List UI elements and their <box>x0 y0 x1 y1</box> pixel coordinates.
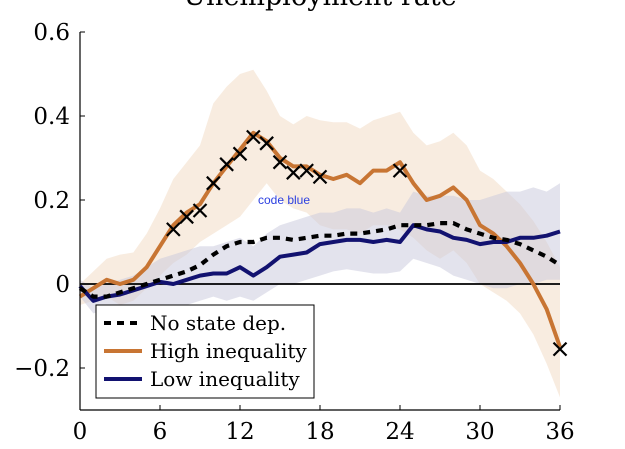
x-tick-label: 24 <box>385 419 414 445</box>
y-tick-label: −0.2 <box>14 356 70 382</box>
legend-label: Low inequality <box>150 367 300 391</box>
x-marker <box>246 129 261 145</box>
band-low-inequality <box>80 183 560 314</box>
band-high-inequality <box>80 69 560 398</box>
y-tick-label: 0.2 <box>33 188 70 214</box>
x-marker <box>232 146 248 162</box>
x-tick-label: 12 <box>225 419 254 445</box>
series-line-high-inequality <box>78 130 562 348</box>
x-marker <box>552 341 568 357</box>
legend-label: High inequality <box>150 339 307 363</box>
x-marker <box>179 209 194 225</box>
confidence-bands <box>80 69 560 398</box>
x-tick-label: 36 <box>545 419 574 445</box>
legend-item-high-inequality: High inequality <box>104 339 307 363</box>
x-tick-label: 6 <box>153 419 168 445</box>
x-marker <box>286 165 301 180</box>
x-tick-label: 0 <box>73 419 88 445</box>
legend: No state dep. High inequality Low inequali… <box>95 304 315 399</box>
x-marker <box>299 163 314 178</box>
x-tick-label: 30 <box>465 419 494 445</box>
x-marker <box>312 169 328 185</box>
x-markers <box>166 129 568 357</box>
y-tick-label: 0 <box>55 272 70 298</box>
legend-item-low-inequality: Low inequality <box>104 367 300 391</box>
annotation-label: code blue <box>258 193 310 207</box>
x-marker <box>206 175 221 191</box>
x-marker <box>392 163 408 178</box>
series-line-no-state-dep <box>78 221 562 299</box>
x-tick-label: 18 <box>305 419 334 445</box>
legend-item-no-state-dep: No state dep. <box>104 311 286 335</box>
y-tick-label: 0.4 <box>33 104 70 130</box>
x-axis-ticks: 0 6 12 18 24 30 36 <box>73 405 575 445</box>
x-marker <box>192 203 208 218</box>
y-tick-label: 0.6 <box>33 20 70 46</box>
x-marker <box>219 157 234 172</box>
x-marker <box>166 222 181 237</box>
series-lines <box>78 130 562 348</box>
chart-title: Unemployment rate <box>183 0 456 12</box>
y-axis-ticks: −0.2 0 0.2 0.4 0.6 <box>14 20 85 382</box>
x-marker <box>259 136 274 151</box>
legend-label: No state dep. <box>150 311 286 335</box>
x-marker <box>272 154 288 170</box>
